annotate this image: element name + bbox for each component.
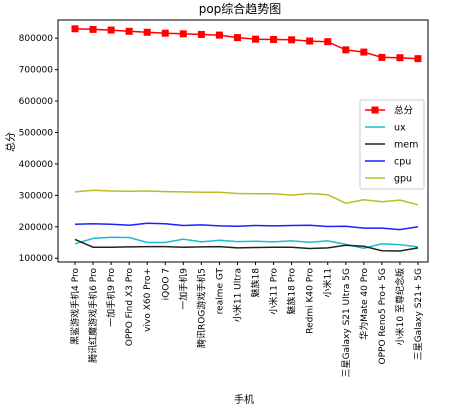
data-point (161, 29, 169, 37)
x-tick-label: 小米11 Pro (268, 268, 280, 315)
legend-entry-label: 总分 (394, 105, 414, 117)
y-tick-label: 500000 (19, 129, 54, 139)
data-point (396, 54, 404, 62)
legend-box (359, 99, 425, 190)
y-tick-label: 600000 (19, 97, 54, 107)
legend-entry-label: gpu (394, 174, 412, 185)
data-point (89, 25, 97, 33)
legend-swatch-marker (371, 106, 379, 114)
y-tick-label: 800000 (19, 34, 54, 44)
data-point (414, 55, 422, 63)
data-point (306, 37, 314, 45)
x-tick-label: OPPO Find X3 Pro (125, 268, 135, 347)
data-point (360, 48, 368, 56)
x-axis-label: 手机 (234, 393, 254, 406)
y-tick-label: 200000 (19, 223, 54, 233)
x-tick-label: 魅族18 (250, 268, 262, 298)
x-tick-label: 腾讯红魔游戏手机6 Pro (87, 268, 99, 363)
x-tick-label: 三星Galaxy S21+ 5G (413, 268, 424, 360)
series-line (74, 189, 419, 206)
x-tick-label: iQOO 7 (161, 268, 171, 300)
y-tick-label: 700000 (19, 66, 54, 76)
data-point (288, 36, 296, 44)
data-point (378, 53, 386, 61)
legend-entry-label: cpu (394, 157, 411, 168)
data-point (233, 34, 241, 42)
data-point (197, 30, 205, 38)
series-line (74, 222, 419, 231)
legend-entry-label: mem (394, 140, 418, 151)
series-line (74, 236, 419, 249)
data-point (252, 35, 260, 43)
data-point (215, 31, 223, 39)
x-tick-label: vivo X60 Pro+ (143, 268, 153, 332)
data-point (179, 30, 187, 38)
y-tick-label: 400000 (19, 160, 54, 170)
x-tick-label: 腾讯ROG游戏手机5 (195, 268, 207, 348)
chart-title: pop综合趋势图 (199, 1, 282, 16)
legend: 总分 ux mem cpu gpu (359, 99, 425, 190)
series-line (74, 238, 419, 252)
x-tick-label: 一加手机9 Pro (105, 268, 117, 327)
y-axis-label: 总分 (4, 132, 17, 152)
x-tick-label: 一加手机9 (177, 268, 189, 310)
x-tick-label: 小米11 Ultra (231, 268, 243, 322)
x-tick-label: 华为Mate 40 Pro (358, 268, 370, 340)
x-tick-label: 魅族18 Pro (286, 268, 298, 315)
data-point (107, 26, 115, 34)
data-point (143, 28, 151, 36)
x-tick-label: 黑鲨游戏手机4 Pro (69, 268, 81, 345)
legend-entry-label: ux (394, 123, 406, 134)
y-tick-label: 300000 (19, 191, 54, 201)
data-point (324, 38, 332, 46)
data-point (270, 35, 278, 43)
x-tick-label: realme GT (215, 268, 225, 315)
y-tick-label: 100000 (19, 254, 54, 264)
x-tick-label: 小米10 至尊纪念版 (394, 268, 406, 345)
x-tick-label: Redmi K40 Pro (306, 268, 316, 334)
x-tick-label: OPPO Reno5 Pro+ 5G (378, 268, 388, 364)
x-tick-label: 小米11 (322, 268, 334, 297)
plot-frame (57, 19, 429, 263)
plot-area: 100000 200000 300000 400000 500000 600000 7000… (19, 19, 429, 377)
data-point (71, 25, 79, 33)
data-point (125, 27, 133, 35)
data-point (342, 46, 350, 54)
x-tick-label: 三星Galaxy S21 Ultra 5G (341, 268, 352, 377)
